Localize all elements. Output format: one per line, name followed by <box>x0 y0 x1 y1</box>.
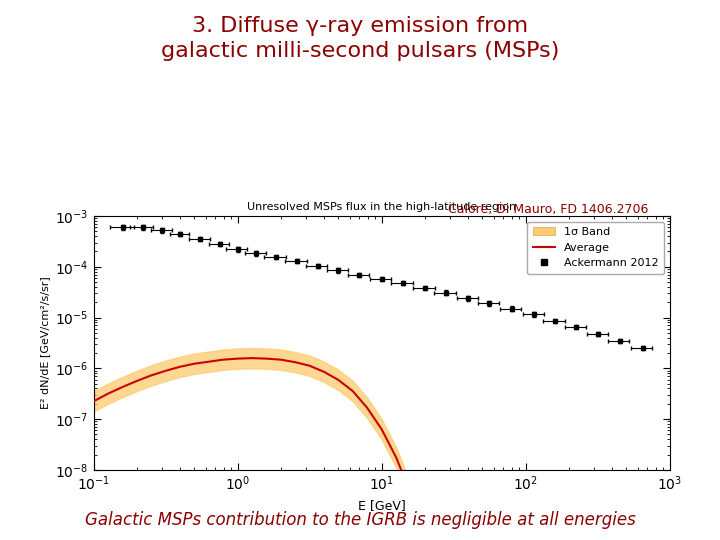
Text: 3. Diffuse γ-ray emission from
galactic milli-second pulsars (MSPs): 3. Diffuse γ-ray emission from galactic … <box>161 16 559 61</box>
Text: Calore, Di Mauro, FD 1406.2706: Calore, Di Mauro, FD 1406.2706 <box>448 202 648 215</box>
Title: Unresolved MSPs flux in the high-latitude region: Unresolved MSPs flux in the high-latitud… <box>247 202 516 212</box>
X-axis label: E [GeV]: E [GeV] <box>358 499 405 512</box>
Text: Galactic MSPs contribution to the IGRB is negligible at all energies: Galactic MSPs contribution to the IGRB i… <box>85 511 635 529</box>
Legend: 1σ Band, Average, Ackermann 2012: 1σ Band, Average, Ackermann 2012 <box>527 221 664 274</box>
Y-axis label: E² dN/dE [GeV/cm²/s/sr]: E² dN/dE [GeV/cm²/s/sr] <box>40 276 50 409</box>
